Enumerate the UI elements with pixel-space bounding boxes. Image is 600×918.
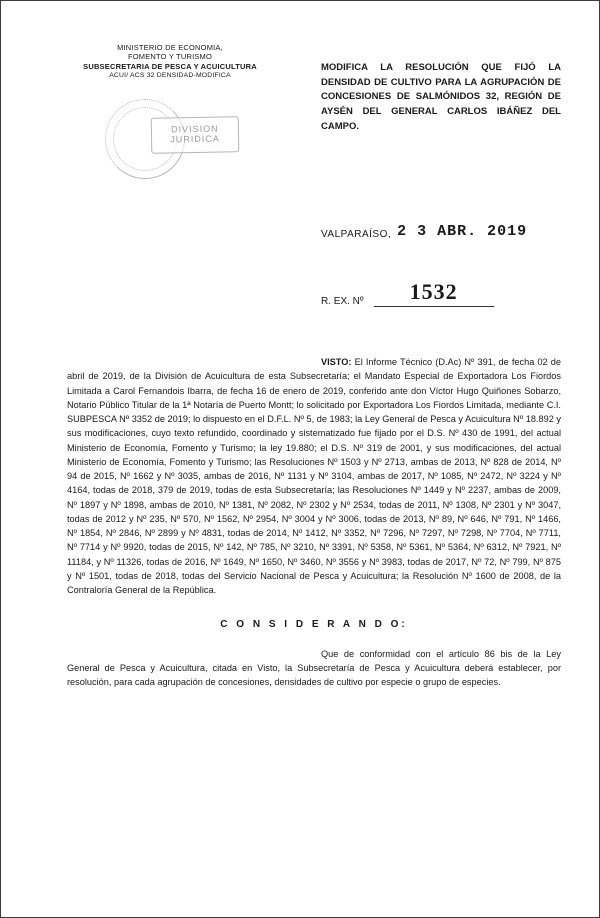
document-page: MINISTERIO DE ECONOMIA, FOMENTO Y TURISM…: [0, 0, 600, 918]
letterhead-line-2: FOMENTO Y TURISMO: [75, 52, 265, 61]
letterhead-line-3: SUBSECRETARIA DE PESCA Y ACUICULTURA: [75, 62, 265, 71]
visto-body: El Informe Técnico (D.Ac) Nº 391, de fec…: [67, 357, 561, 595]
letterhead-line-1: MINISTERIO DE ECONOMIA,: [75, 43, 265, 52]
considerando-body: Que de conformidad con el artículo 86 bi…: [67, 649, 561, 688]
rex-row: R. EX. Nº 1532: [321, 279, 561, 307]
visto-paragraph: VISTO: El Informe Técnico (D.Ac) Nº 391,…: [67, 355, 561, 597]
city-label: VALPARAÍSO,: [321, 229, 391, 240]
considerando-paragraph: Que de conformidad con el artículo 86 bi…: [67, 647, 561, 690]
letterhead-line-4: ACUI/ ACS 32 DENSIDAD-MODIFICA: [75, 72, 265, 80]
letterhead-block: MINISTERIO DE ECONOMIA, FOMENTO Y TURISM…: [75, 43, 265, 81]
rex-label: R. EX. Nº: [321, 296, 364, 307]
considerando-heading: C O N S I D E R A N D O:: [67, 617, 561, 633]
body-text: VISTO: El Informe Técnico (D.Ac) Nº 391,…: [67, 355, 561, 690]
visto-label: VISTO:: [321, 357, 351, 367]
stamp-area: DIVISION JURIDICA: [93, 95, 243, 185]
stamp-box: DIVISION JURIDICA: [151, 116, 240, 154]
rex-number: 1532: [374, 279, 494, 307]
city-date-row: VALPARAÍSO, 2 3 ABR. 2019: [321, 223, 561, 240]
resolution-title: MODIFICA LA RESOLUCIÓN QUE FIJÓ LA DENSI…: [321, 61, 561, 135]
date-stamp: 2 3 ABR. 2019: [397, 223, 527, 240]
stamp-box-text: DIVISION JURIDICA: [152, 124, 238, 145]
